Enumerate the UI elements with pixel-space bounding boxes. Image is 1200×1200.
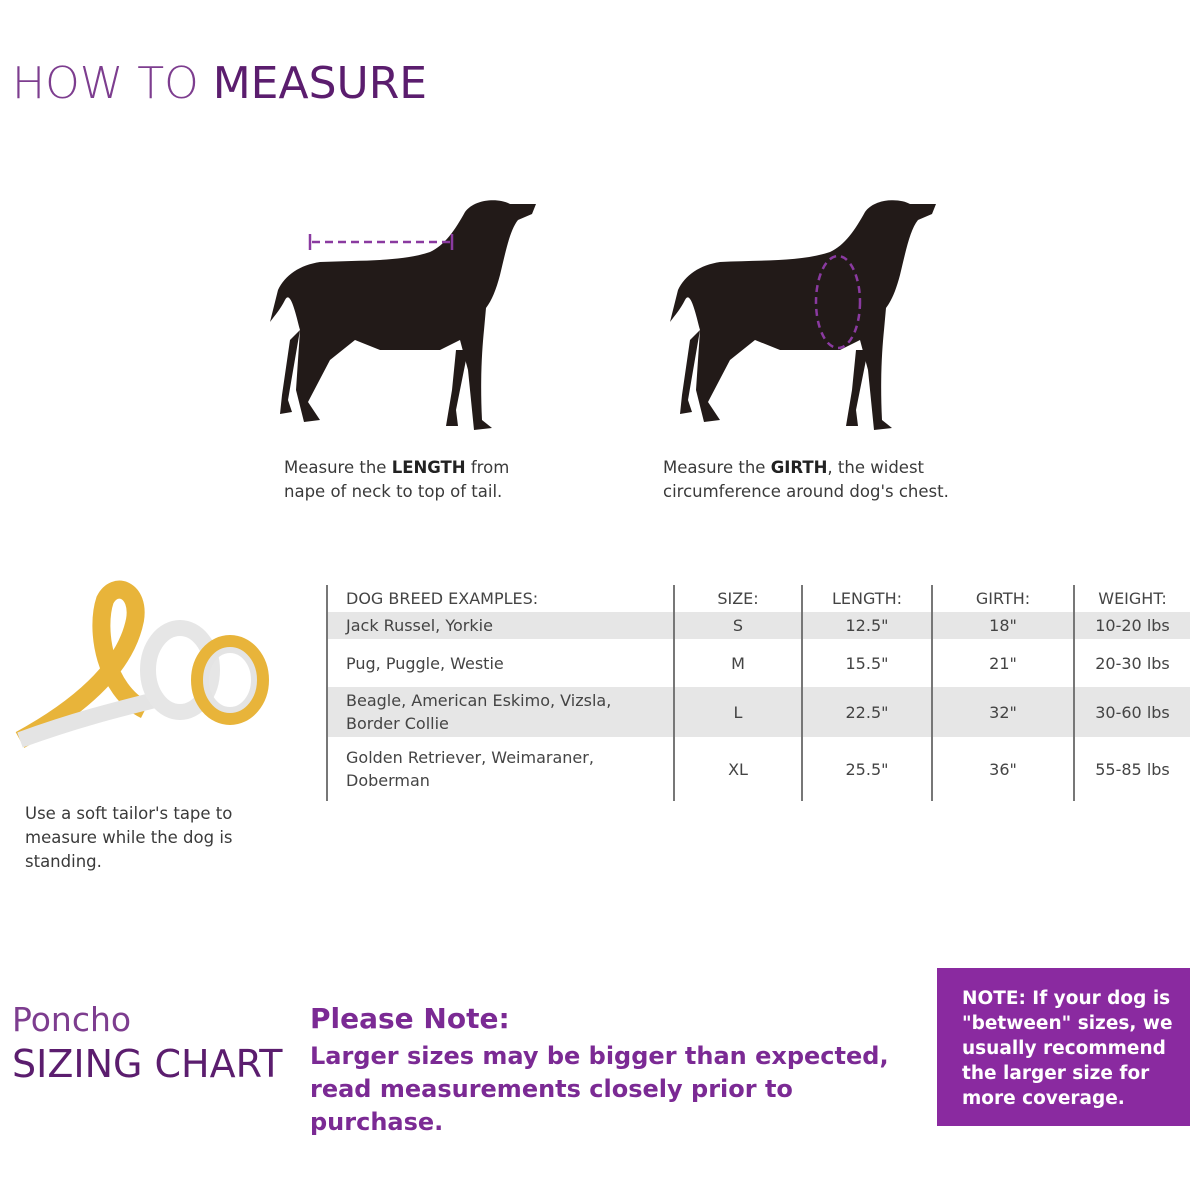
note-box: NOTE: If your dog is "between" sizes, we… [937,968,1190,1126]
header-length: LENGTH: [801,585,932,612]
chart-title: SIZING CHART [12,1042,283,1086]
header-breeds: DOG BREED EXAMPLES: [326,585,674,612]
table-row: Beagle, American Eskimo, Vizsla, Border … [326,687,1190,737]
table-header-row: DOG BREED EXAMPLES: SIZE: LENGTH: GIRTH:… [326,585,1190,612]
dog-girth-illustration [670,200,936,430]
table-row: Jack Russel, Yorkie S 12.5" 18" 10-20 lbs [326,612,1190,639]
product-name: Poncho [12,1000,132,1039]
header-size: SIZE: [673,585,802,612]
please-note-title: Please Note: [310,1002,510,1035]
girth-measure-loop [814,254,862,350]
please-note-text: Larger sizes may be bigger than expected… [310,1042,889,1136]
tape-measure-illustration [15,580,269,748]
dog-silhouette [670,200,936,430]
tape-caption: Use a soft tailor's tape to measure whil… [25,804,233,871]
dog-length-illustration [270,200,536,430]
header-girth: GIRTH: [931,585,1074,612]
table-row: Pug, Puggle, Westie M 15.5" 21" 20-30 lbs [326,639,1190,687]
size-table: DOG BREED EXAMPLES: SIZE: LENGTH: GIRTH:… [326,585,1190,801]
girth-caption: Measure the GIRTH, the widest circumfere… [663,458,949,501]
length-caption: Measure the LENGTH from nape of neck to … [284,458,510,501]
page-title: HOW TO MEASURE [12,58,428,109]
dog-silhouette [270,200,536,430]
header-weight: WEIGHT: [1073,585,1190,612]
table-row: Golden Retriever, Weimaraner, Doberman XL… [326,737,1190,801]
